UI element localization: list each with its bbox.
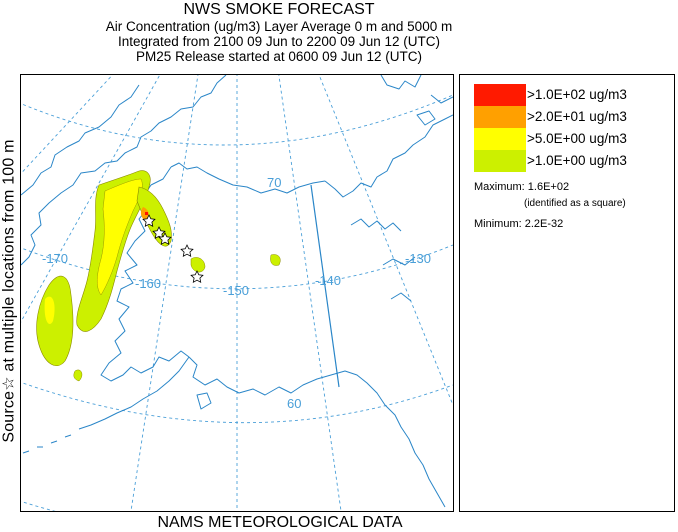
longitude-180-line xyxy=(21,75,114,175)
aleutian-islands xyxy=(22,434,72,454)
smoke-patch-1 xyxy=(190,257,206,273)
legend-swatch-green xyxy=(474,150,526,172)
smoke-blob-west xyxy=(36,275,74,366)
subtitle-integration: Integrated from 2100 09 Jun to 2200 09 J… xyxy=(118,34,440,49)
coastlines xyxy=(21,75,453,508)
smoke-plume-main-core xyxy=(97,178,143,296)
legend-label: >5.0E+00 ug/m3 xyxy=(527,131,627,146)
map-panel[interactable]: -170 -160 -150 -140 -130 70 60 xyxy=(20,74,454,512)
legend-swatch-red xyxy=(474,84,526,106)
legend-panel: >1.0E+02 ug/m3 >2.0E+01 ug/m3 >5.0E+00 u… xyxy=(459,74,675,512)
lon-label-150: -150 xyxy=(223,283,249,298)
page-title: NWS SMOKE FORECAST xyxy=(183,1,375,18)
lon-label-130: -130 xyxy=(405,251,431,266)
legend-row: >2.0E+01 ug/m3 xyxy=(474,106,664,128)
legend-label: >2.0E+01 ug/m3 xyxy=(527,109,627,124)
source-star xyxy=(158,232,172,245)
alaska-canada-border xyxy=(310,184,340,388)
source-side-label: Source☆ at multiple locations from 100 m xyxy=(0,72,18,510)
legend-minimum: Minimum: 2.2E-32 xyxy=(474,218,564,230)
smoke-patch-2 xyxy=(270,254,281,266)
latitude-70-line xyxy=(21,94,453,146)
lon-label-170: -170 xyxy=(42,251,68,266)
source-star xyxy=(152,226,166,239)
lon-label-160: -160 xyxy=(135,276,161,291)
arctic-islands xyxy=(380,75,453,126)
legend-label: >1.0E+00 ug/m3 xyxy=(527,153,627,168)
longitude-170-line xyxy=(21,75,161,323)
source-side-label-text: Source☆ at multiple locations from 100 m xyxy=(1,139,19,443)
source-star xyxy=(142,214,156,227)
kodiak-island xyxy=(196,392,212,410)
source-star xyxy=(190,270,204,283)
subtitle-concentration: Air Concentration (ug/m3) Layer Average … xyxy=(105,19,453,34)
legend-label: >1.0E+02 ug/m3 xyxy=(527,87,627,102)
alaska-peninsula xyxy=(78,356,190,430)
lat-label-70: 70 xyxy=(267,175,281,190)
legend-row: >1.0E+00 ug/m3 xyxy=(474,150,664,172)
smoke-patch-3 xyxy=(73,369,83,382)
legend-row: >5.0E+00 ug/m3 xyxy=(474,128,664,150)
latitude-65-line xyxy=(21,244,453,290)
header: NWS SMOKE FORECAST Air Concentration (ug… xyxy=(20,0,538,64)
legend-swatch-yellow xyxy=(474,128,526,150)
canada-coast-texture xyxy=(350,218,416,302)
legend-maximum: Maximum: 1.6E+02 xyxy=(474,181,570,193)
longitude-130-line xyxy=(318,75,453,406)
lon-label-140: -140 xyxy=(315,273,341,288)
smoke-blob-west-core xyxy=(44,296,55,325)
graticule xyxy=(21,75,453,511)
subtitle-release: PM25 Release started at 0600 09 Jun 12 (… xyxy=(136,49,422,64)
legend-row: >1.0E+02 ug/m3 xyxy=(474,84,664,106)
map-canvas[interactable]: -170 -160 -150 -140 -130 70 60 xyxy=(21,75,453,511)
source-star xyxy=(180,244,194,257)
alaska-north-coast xyxy=(170,162,326,194)
legend-maximum-note: (identified as a square) xyxy=(524,198,626,209)
alaska-west-coast xyxy=(100,166,190,382)
canada-arctic-coast xyxy=(324,114,453,198)
latitude-55-line xyxy=(21,500,56,511)
lat-label-60: 60 xyxy=(287,396,301,411)
legend-swatch-orange xyxy=(474,106,526,128)
latitude-60-line xyxy=(21,381,453,424)
longitude-160-line xyxy=(130,75,199,511)
siberia-inner-coast xyxy=(21,84,140,196)
smoke-max-spot xyxy=(145,212,148,215)
smoke-plume xyxy=(36,170,281,382)
longitude-140-line xyxy=(278,75,342,511)
source-markers xyxy=(142,214,204,283)
graticule-labels: -170 -160 -150 -140 -130 70 60 xyxy=(42,175,431,411)
footer-data-source: NAMS METEOROLOGICAL DATA xyxy=(157,514,403,531)
alaska-south-coast xyxy=(188,356,446,508)
siberia-coast xyxy=(21,75,227,266)
